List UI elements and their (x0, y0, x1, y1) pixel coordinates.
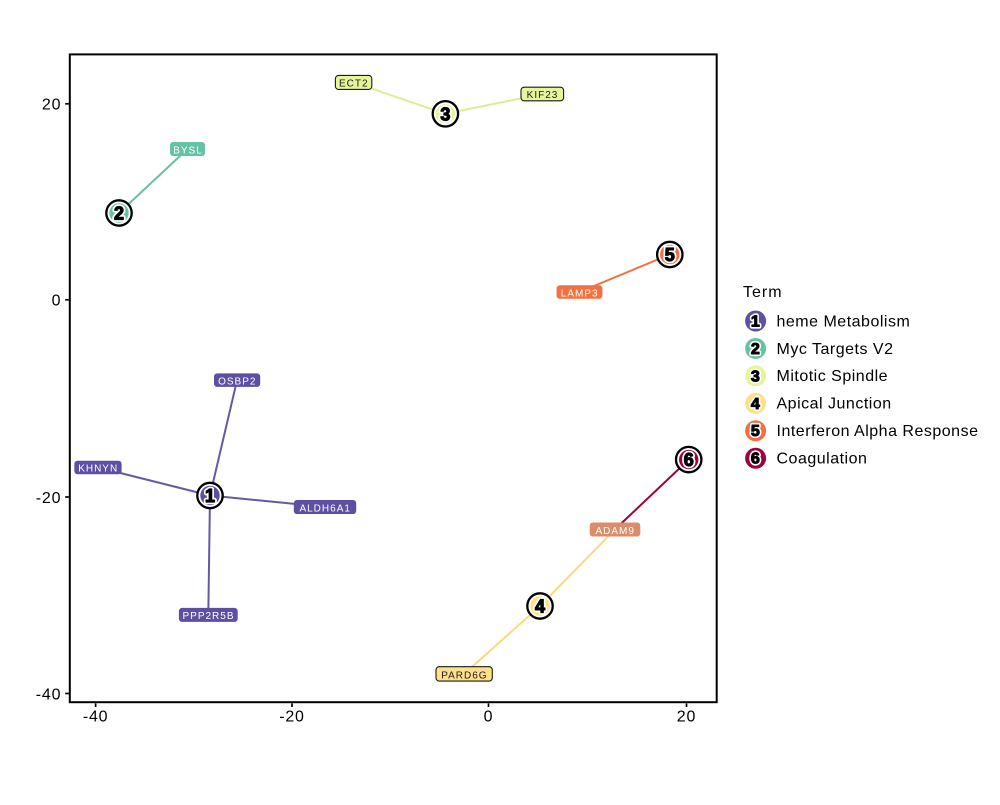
svg-text:Mitotic Spindle: Mitotic Spindle (777, 368, 889, 385)
svg-text:6: 6 (684, 450, 694, 470)
svg-text:5: 5 (751, 423, 760, 440)
svg-text:1: 1 (751, 313, 760, 330)
svg-text:ADAM9: ADAM9 (595, 526, 634, 537)
svg-text:4: 4 (751, 396, 760, 413)
svg-text:1: 1 (751, 313, 760, 330)
svg-text:3: 3 (440, 104, 450, 124)
svg-text:20: 20 (677, 709, 696, 726)
svg-text:-40: -40 (83, 709, 109, 726)
svg-text:KIF23: KIF23 (527, 90, 559, 101)
svg-text:Apical Junction: Apical Junction (777, 396, 892, 413)
svg-text:heme Metabolism: heme Metabolism (777, 313, 911, 330)
svg-text:6: 6 (751, 451, 760, 468)
svg-text:BYSL: BYSL (173, 145, 203, 156)
svg-text:6: 6 (751, 451, 760, 468)
svg-text:Term: Term (743, 284, 783, 301)
svg-text:1: 1 (205, 486, 215, 506)
svg-text:3: 3 (751, 368, 760, 385)
svg-text:4: 4 (535, 597, 545, 617)
svg-text:-20: -20 (36, 490, 62, 507)
svg-text:3: 3 (440, 104, 450, 124)
svg-text:0: 0 (484, 709, 494, 726)
svg-text:Interferon Alpha Response: Interferon Alpha Response (777, 423, 979, 440)
svg-text:2: 2 (114, 204, 124, 224)
svg-text:2: 2 (751, 341, 760, 358)
svg-text:0: 0 (52, 293, 62, 310)
svg-text:4: 4 (751, 396, 760, 413)
svg-text:5: 5 (665, 245, 675, 265)
svg-text:KHNYN: KHNYN (78, 464, 118, 475)
svg-text:OSBP2: OSBP2 (218, 376, 256, 387)
svg-text:LAMP3: LAMP3 (561, 288, 599, 299)
svg-text:PARD6G: PARD6G (441, 670, 487, 681)
svg-text:Coagulation: Coagulation (777, 451, 868, 468)
svg-text:-20: -20 (279, 709, 305, 726)
svg-text:4: 4 (535, 597, 545, 617)
svg-text:3: 3 (751, 368, 760, 385)
svg-text:ALDH6A1: ALDH6A1 (299, 503, 350, 514)
svg-text:5: 5 (751, 423, 760, 440)
svg-text:ECT2: ECT2 (339, 79, 369, 90)
svg-text:5: 5 (665, 245, 675, 265)
svg-text:PPP2R5B: PPP2R5B (182, 611, 234, 622)
svg-text:20: 20 (42, 97, 61, 114)
svg-text:Myc Targets V2: Myc Targets V2 (777, 341, 894, 358)
svg-text:2: 2 (751, 341, 760, 358)
svg-text:1: 1 (205, 486, 215, 506)
svg-text:6: 6 (684, 450, 694, 470)
svg-text:-40: -40 (36, 686, 62, 703)
svg-text:2: 2 (114, 204, 124, 224)
